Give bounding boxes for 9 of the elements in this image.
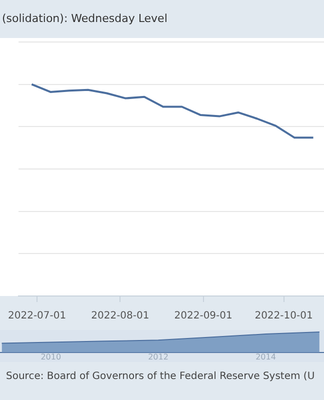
x-tick-label: 2022-08-01 — [91, 310, 150, 322]
source-note: Source: Board of Governors of the Federal Reserve System (U — [5, 370, 316, 384]
x-tick-label: 2010 — [40, 352, 62, 362]
x-tick-label: 2012 — [148, 352, 168, 362]
x-tick-label: 2022-07-01 — [8, 310, 66, 322]
x-tick-label: 2022-09-01 — [174, 310, 232, 322]
chart-title: (solidation): Wednesday Level — [1, 11, 168, 27]
x-tick-label: 2014 — [256, 352, 276, 362]
x-tick-label: 2022-10-01 — [254, 310, 313, 322]
